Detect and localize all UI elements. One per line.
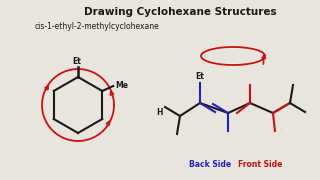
Text: cis-1-ethyl-2-methylcyclohexane: cis-1-ethyl-2-methylcyclohexane <box>35 22 160 31</box>
Text: Back Side: Back Side <box>189 160 231 169</box>
Text: Et: Et <box>73 57 81 66</box>
Text: Front Side: Front Side <box>238 160 282 169</box>
Text: Drawing Cyclohexane Structures: Drawing Cyclohexane Structures <box>84 7 276 17</box>
Text: Et: Et <box>196 72 204 81</box>
Text: H: H <box>156 107 163 116</box>
Text: Me: Me <box>115 80 128 89</box>
